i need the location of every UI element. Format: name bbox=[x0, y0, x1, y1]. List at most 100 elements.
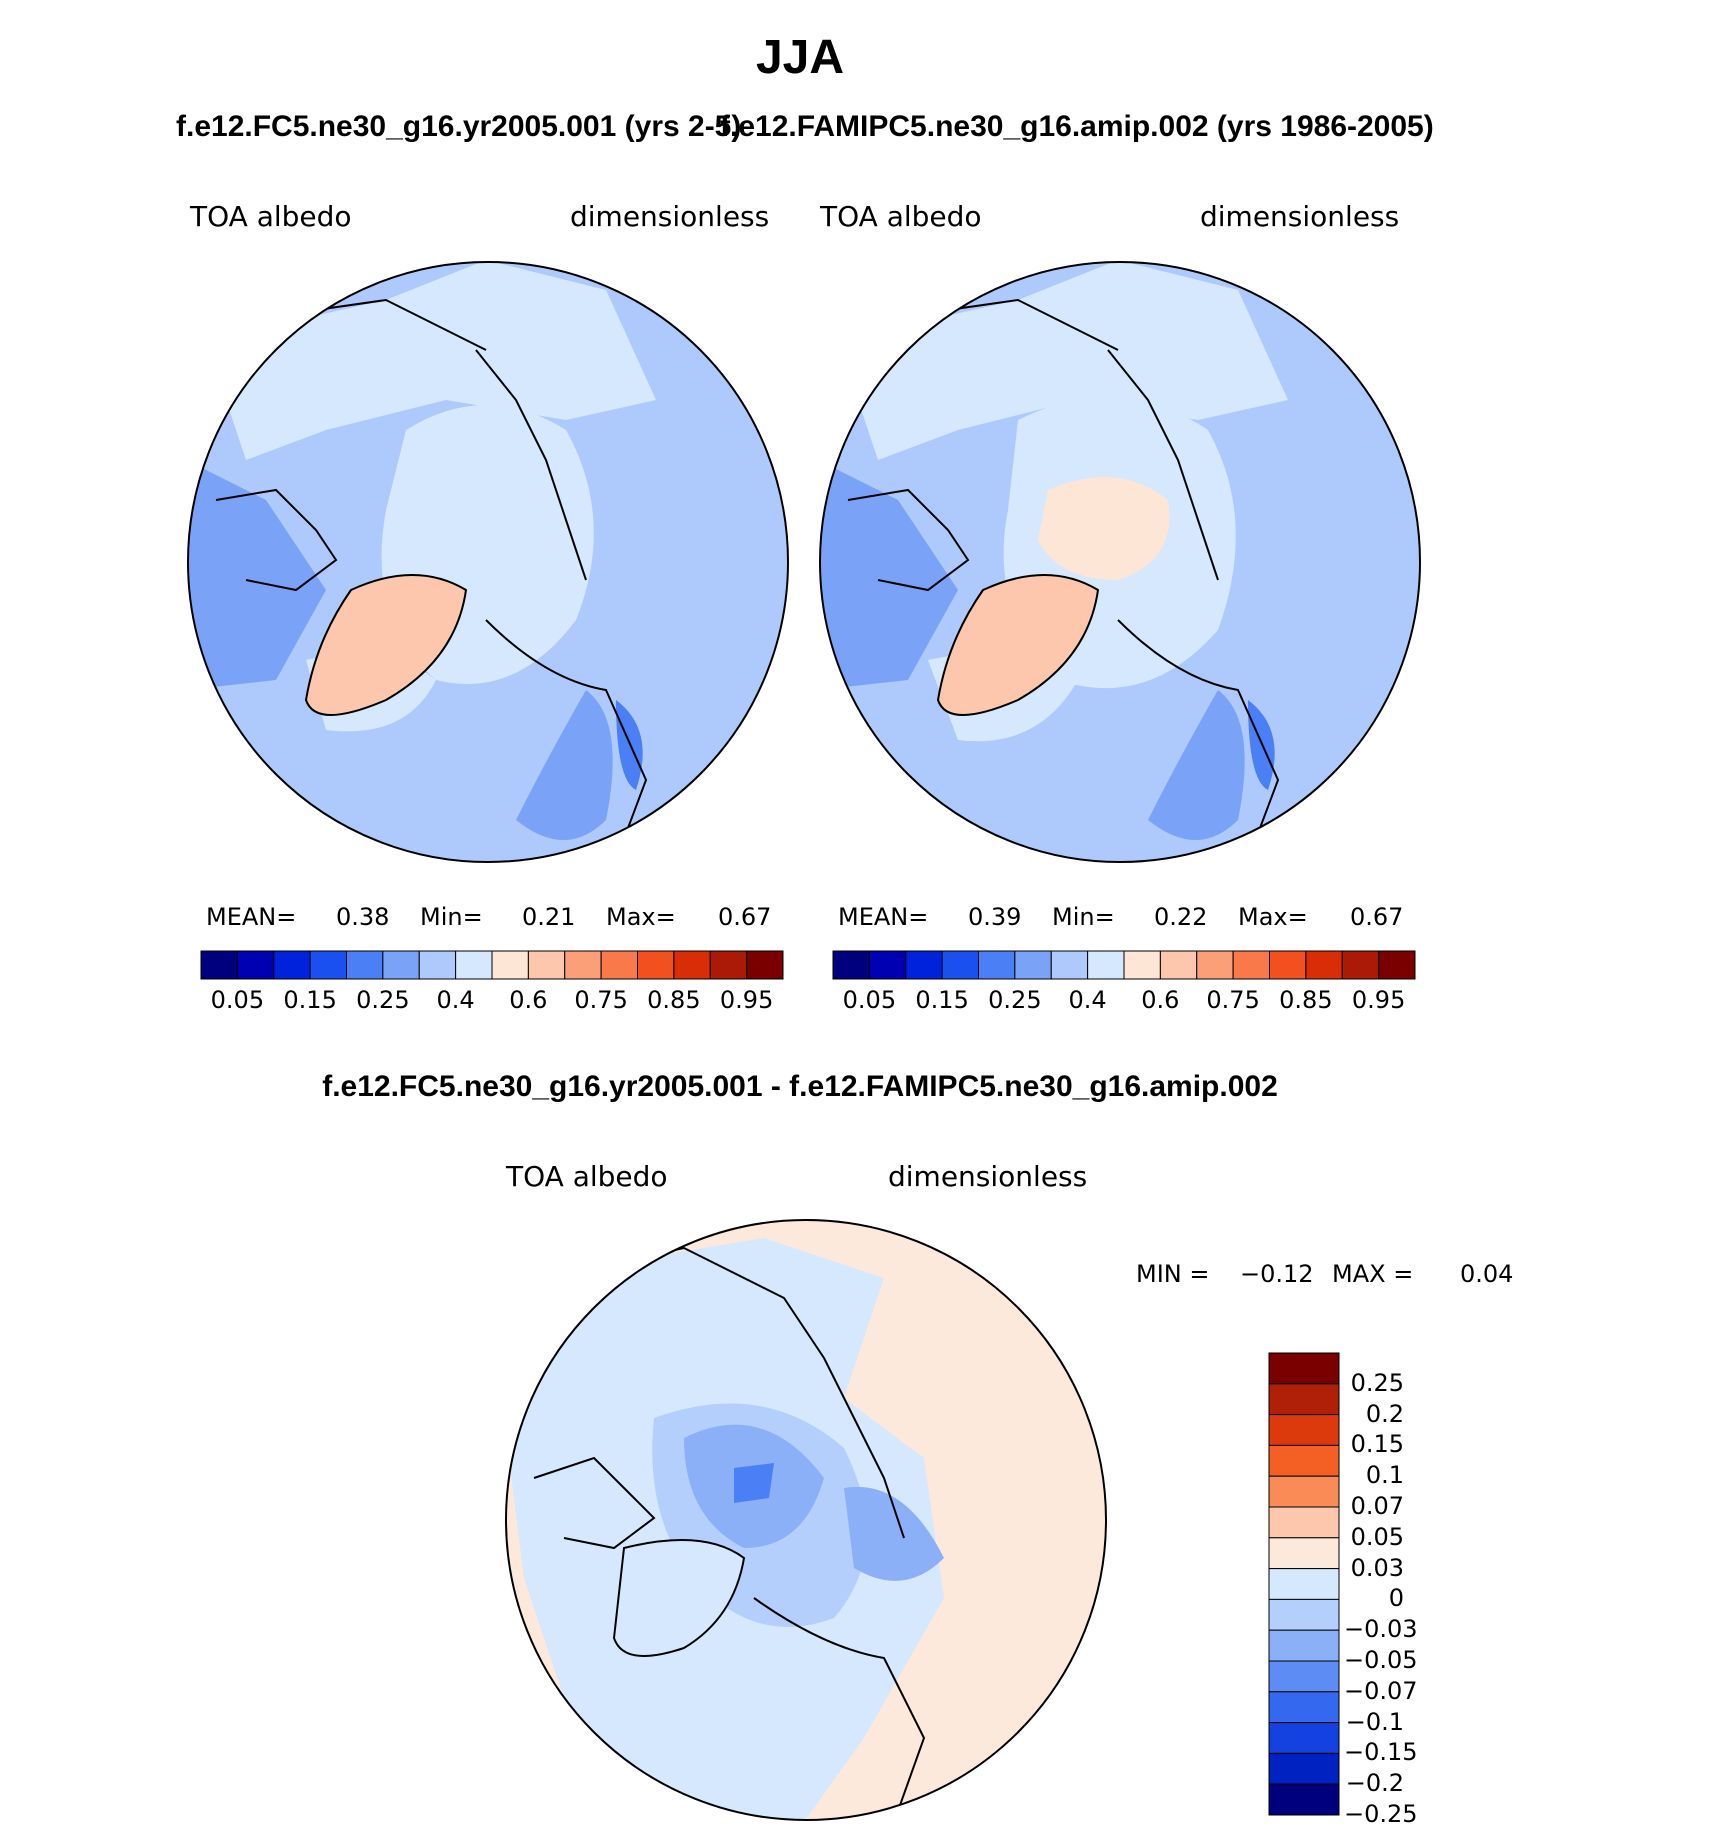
coastline-1 bbox=[543, 1246, 905, 1539]
panel1-colorbar-swatch bbox=[527, 950, 566, 980]
panel1-colorbar-tick-label: 0.75 bbox=[574, 986, 628, 1014]
panel1-polar-map bbox=[187, 261, 789, 863]
panel1-colorbar-swatch bbox=[382, 950, 420, 980]
panel1-mean-label: MEAN= bbox=[206, 903, 297, 931]
diff-colorbar-swatch bbox=[1268, 1722, 1340, 1754]
panel2-colorbar-swatch bbox=[905, 950, 943, 980]
panel2-colorbar-tick-label: 0.25 bbox=[988, 986, 1042, 1014]
panel2-colorbar-swatch bbox=[1087, 950, 1125, 980]
diff-colorbar-label: −0.25 bbox=[1344, 1800, 1418, 1828]
panel2-colorbar-swatch bbox=[1341, 950, 1380, 980]
panel2-max-label: Max= bbox=[1238, 903, 1308, 931]
panel1-colorbar-tick-label: 0.15 bbox=[283, 986, 337, 1014]
diff-colorbar-label: −0.2 bbox=[1345, 1769, 1404, 1798]
panel1-colorbar-swatch bbox=[346, 950, 384, 980]
panel1-min-label: Min= bbox=[420, 903, 483, 931]
diff-colorbar-swatch bbox=[1268, 1660, 1340, 1693]
panel1-colorbar-swatch bbox=[673, 950, 711, 980]
panel1-colorbar-swatch bbox=[709, 950, 748, 980]
panel1-colorbar-swatch bbox=[200, 950, 238, 980]
panel1-colorbar-swatch bbox=[600, 950, 638, 980]
diff-variable-label: TOA albedo bbox=[506, 1160, 668, 1193]
panel2-colorbar-swatch bbox=[978, 950, 1016, 980]
panel2-colorbar-tick-label: 0.6 bbox=[1141, 986, 1180, 1014]
diff-min-value: −0.12 bbox=[1240, 1260, 1314, 1288]
diff-title: f.e12.FC5.ne30_g16.yr2005.001 - f.e12.FA… bbox=[322, 1070, 1278, 1103]
arctic-region bbox=[206, 262, 656, 460]
panel2-colorbar-tick-label: 0.85 bbox=[1279, 986, 1333, 1014]
europe-region bbox=[1148, 690, 1245, 840]
page-title: JJA bbox=[755, 31, 845, 84]
panel2-units-label: dimensionless bbox=[1200, 200, 1400, 233]
panel1-colorbar-swatch bbox=[637, 950, 675, 980]
panel2-colorbar-swatch bbox=[1196, 950, 1234, 980]
panel1-units-label: dimensionless bbox=[570, 200, 770, 233]
siberia-negative-region bbox=[844, 1486, 944, 1581]
diff-colorbar-label: 0.07 bbox=[1350, 1492, 1404, 1520]
panel1-colorbar-tick-label: 0.25 bbox=[356, 986, 410, 1014]
panel2-colorbar-tick-label: 0.75 bbox=[1206, 986, 1260, 1014]
panel1-max-value: 0.67 bbox=[718, 903, 772, 931]
diff-colorbar-label: 0.1 bbox=[1365, 1461, 1404, 1490]
test-case-title: f.e12.FC5.ne30_g16.yr2005.001 (yrs 2-5) bbox=[176, 110, 742, 143]
panel2-variable-label: TOA albedo bbox=[820, 200, 982, 233]
panel1-colorbar-tick-label: 0.95 bbox=[719, 986, 774, 1014]
diff-colorbar-swatch bbox=[1268, 1383, 1340, 1416]
diff-colorbar-swatch bbox=[1268, 1414, 1340, 1446]
coastline-3 bbox=[533, 1456, 656, 1550]
panel2-colorbar-swatch bbox=[1269, 950, 1307, 980]
greenland-region bbox=[612, 1539, 746, 1657]
panel1-colorbar-swatch bbox=[418, 950, 457, 980]
diff-max-label: MAX = bbox=[1332, 1260, 1414, 1288]
panel2-colorbar-swatch bbox=[941, 950, 979, 980]
panel1-colorbar-ticks: 0.05 0.15 0.25 0.4 0.6 0.75 0.85 0.95 bbox=[200, 986, 784, 1016]
greenland-region bbox=[936, 574, 1100, 716]
diff-units-label: dimensionless bbox=[888, 1160, 1088, 1193]
panel1-colorbar-swatch bbox=[746, 950, 784, 980]
panel1-colorbar-tick-label: 0.85 bbox=[647, 986, 701, 1014]
panel2-colorbar-swatch bbox=[1050, 950, 1089, 980]
baltic-region bbox=[1248, 700, 1275, 790]
panel2-colorbar-tick-label: 0.4 bbox=[1068, 986, 1107, 1014]
coastline-3 bbox=[215, 488, 338, 592]
greenland-region bbox=[304, 574, 468, 716]
control-case-title: f.e12.FAMIPC5.ne30_g16.amip.002 (yrs 198… bbox=[720, 110, 1434, 143]
panel1-colorbar-swatch bbox=[236, 950, 275, 980]
panel1-colorbar-tick-label: 0.4 bbox=[436, 986, 475, 1014]
panel2-colorbar-swatch bbox=[1014, 950, 1052, 980]
arctic-core-region bbox=[734, 1463, 774, 1503]
europe-region bbox=[516, 690, 613, 840]
panel2-min-value: 0.22 bbox=[1154, 903, 1208, 931]
diff-colorbar-swatch bbox=[1268, 1537, 1340, 1570]
panel2-mean-value: 0.39 bbox=[968, 903, 1022, 931]
coastline-3 bbox=[847, 488, 970, 592]
diff-colorbar-label: 0.03 bbox=[1350, 1553, 1404, 1582]
arctic-region bbox=[838, 262, 1288, 460]
panel2-polar-map bbox=[819, 261, 1421, 863]
diff-colorbar-swatch bbox=[1268, 1352, 1340, 1385]
diff-colorbar-swatch bbox=[1268, 1475, 1340, 1508]
panel2-colorbar-swatch bbox=[1305, 950, 1343, 980]
panel1-variable-label: TOA albedo bbox=[190, 200, 352, 233]
panel1-colorbar-tick-label: 0.6 bbox=[509, 986, 548, 1014]
map-border bbox=[819, 261, 1421, 863]
panel1-colorbar-tick-label: 0.05 bbox=[210, 986, 265, 1014]
diff-colorbar-label: −0.05 bbox=[1344, 1646, 1418, 1674]
map-border bbox=[187, 261, 789, 863]
panel2-colorbar-swatch bbox=[1123, 950, 1161, 980]
sea-ice-region bbox=[1038, 477, 1170, 580]
panel1-mean-value: 0.38 bbox=[336, 903, 390, 931]
diff-colorbar-swatch bbox=[1268, 1568, 1340, 1600]
panel1-max-label: Max= bbox=[606, 903, 676, 931]
coastline-2 bbox=[753, 1597, 926, 1820]
panel2-colorbar-tick-label: 0.15 bbox=[915, 986, 969, 1014]
diff-colorbar-swatch bbox=[1268, 1752, 1340, 1785]
pacific-region bbox=[188, 460, 326, 690]
coastline-2 bbox=[485, 619, 648, 861]
diff-colorbar-swatch bbox=[1268, 1444, 1340, 1477]
panel2-colorbar-swatch bbox=[1159, 950, 1198, 980]
panel2-colorbar bbox=[832, 950, 1416, 980]
panel1-min-value: 0.21 bbox=[522, 903, 576, 931]
diff-min-label: MIN = bbox=[1136, 1260, 1210, 1288]
diff-colorbar-label: −0.03 bbox=[1344, 1615, 1418, 1644]
